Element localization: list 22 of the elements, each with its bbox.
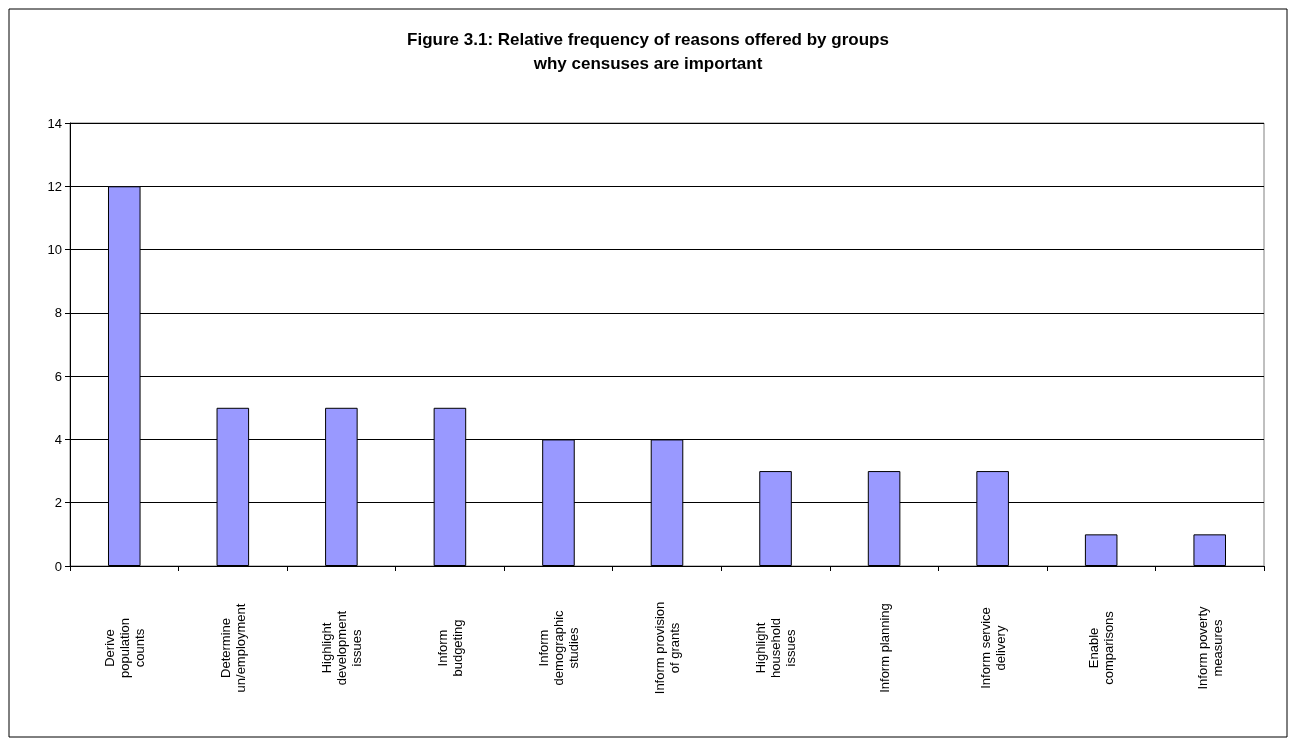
bar — [1084, 534, 1118, 566]
y-tick-label: 14 — [47, 115, 62, 131]
y-tick-label: 4 — [54, 431, 62, 447]
y-tick-label: 8 — [54, 305, 62, 321]
x-tick-label: Inform provision of grants — [652, 601, 682, 695]
x-tick-label: Enable comparisons — [1086, 610, 1117, 685]
x-tick-label: Inform budgeting — [434, 619, 465, 677]
y-tick-label: 6 — [54, 368, 62, 384]
x-tick-label: Inform demographic studies — [535, 609, 581, 686]
y-tick-label: 10 — [47, 242, 62, 258]
x-tick-label: Inform service delivery — [977, 607, 1008, 689]
y-tick-label: 12 — [47, 178, 62, 194]
y-tick-label: 0 — [54, 558, 62, 574]
x-tick-label: Determine un/employment — [217, 603, 248, 693]
bar — [1193, 534, 1227, 566]
y-tick-label: 2 — [54, 495, 62, 511]
x-tick-label: Inform planning — [876, 603, 892, 693]
chart-title: Figure 3.1: Relative frequency of reasons offered by groups why censuses are important — [407, 29, 889, 73]
x-tick-label: Highlight development issues — [318, 610, 364, 686]
x-tick-label: Derive population counts — [101, 618, 147, 678]
x-tick-label: Inform poverty measures — [1194, 605, 1225, 690]
x-tick-label: Highlight household issues — [753, 618, 799, 678]
